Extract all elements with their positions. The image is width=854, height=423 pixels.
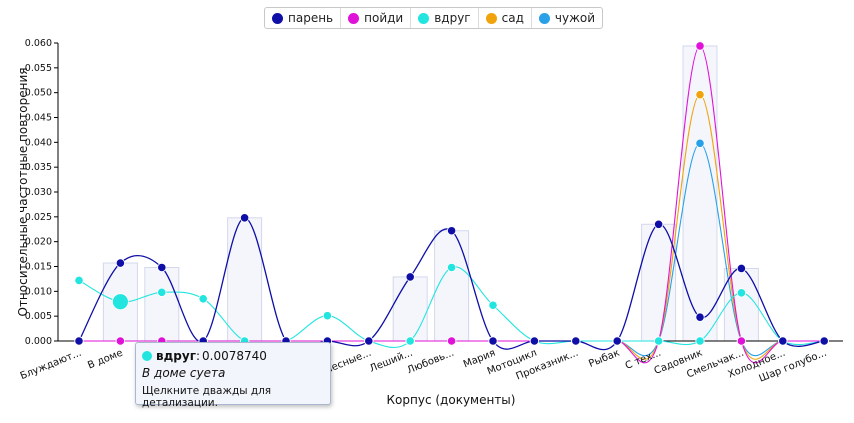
point-1-1[interactable] — [115, 336, 126, 346]
x-tick-label: Любовь... — [406, 348, 456, 377]
point-1-16[interactable] — [736, 336, 747, 346]
legend-swatch-icon — [348, 12, 360, 24]
legend-label: пойди — [364, 11, 404, 25]
legend: парень пойди вдруг сад чужой — [264, 7, 604, 29]
point-2-15[interactable] — [695, 336, 705, 346]
bar-14[interactable] — [641, 223, 677, 342]
point-4-15[interactable] — [695, 138, 705, 148]
legend-swatch-icon — [272, 12, 283, 24]
y-tick-label: 0.025 — [25, 212, 52, 223]
point-0-16[interactable] — [736, 263, 747, 274]
legend-swatch-icon — [485, 12, 497, 24]
legend-item-2[interactable]: вдруг — [410, 8, 477, 28]
point-2-1[interactable] — [112, 293, 129, 311]
legend-label: чужой — [554, 11, 596, 25]
legend-item-3[interactable]: сад — [477, 8, 531, 28]
point-0-11[interactable] — [529, 336, 540, 346]
point-0-2[interactable] — [157, 262, 167, 273]
tooltip-series-name: вдруг — [156, 349, 196, 363]
legend-label: вдруг — [434, 11, 471, 25]
tooltip-hint: Щелкните дважды для детализации. — [142, 385, 272, 409]
series-line-1 — [78, 45, 825, 364]
tooltip-value: 0.0078740 — [202, 349, 267, 363]
point-0-15[interactable] — [695, 312, 705, 322]
point-0-4[interactable] — [240, 213, 250, 223]
bar-8[interactable] — [392, 276, 428, 342]
legend-item-4[interactable]: чужой — [530, 8, 602, 28]
legend-label: сад — [501, 11, 524, 25]
point-2-9[interactable] — [446, 262, 457, 273]
tooltip-header: вдруг: 0.0078740 — [142, 349, 267, 363]
y-tick-label: 0.050 — [25, 88, 52, 99]
y-axis-label: Относительные частотные повторения — [16, 68, 30, 317]
legend-label: парень — [288, 11, 334, 25]
point-1-9[interactable] — [446, 336, 457, 346]
x-tick-label: Рыбак — [587, 348, 621, 370]
point-1-15[interactable] — [695, 41, 705, 51]
point-2-8[interactable] — [405, 336, 415, 346]
point-2-0[interactable] — [74, 275, 84, 286]
legend-item-0[interactable]: парень — [265, 8, 340, 28]
point-0-12[interactable] — [571, 336, 581, 346]
legend-swatch-icon — [538, 12, 550, 24]
tooltip-separator: : — [195, 349, 201, 363]
y-tick-label: 0.060 — [25, 38, 52, 49]
point-2-14[interactable] — [653, 336, 664, 346]
point-2-10[interactable] — [488, 300, 498, 310]
y-tick-label: 0.055 — [25, 63, 52, 74]
point-2-3[interactable] — [198, 294, 208, 304]
point-0-14[interactable] — [653, 219, 664, 229]
tooltip: вдруг: 0.0078740 В доме суета Щелкните д… — [135, 342, 331, 409]
point-0-8[interactable] — [405, 272, 415, 282]
point-0-0[interactable] — [74, 336, 84, 346]
bar-2[interactable] — [144, 266, 180, 342]
point-0-9[interactable] — [446, 226, 457, 236]
y-tick-label: 0.040 — [25, 137, 52, 148]
y-tick-label: 0.030 — [25, 187, 52, 198]
legend-item-1[interactable]: пойди — [340, 8, 410, 28]
y-tick-label: 0.005 — [25, 311, 52, 322]
legend-swatch-icon — [418, 12, 430, 24]
tooltip-document: В доме суета — [142, 366, 226, 380]
x-tick-label: В доме — [86, 348, 124, 372]
point-0-10[interactable] — [488, 336, 498, 346]
y-tick-label: 0.035 — [25, 162, 52, 173]
x-tick-label: Блуждают... — [19, 348, 83, 383]
point-0-7[interactable] — [364, 336, 374, 346]
bar-9[interactable] — [434, 230, 470, 342]
y-tick-label: 0.000 — [25, 336, 52, 347]
y-tick-label: 0.020 — [25, 237, 52, 248]
y-tick-label: 0.045 — [25, 113, 52, 124]
point-0-18[interactable] — [819, 336, 829, 346]
x-axis-label: Корпус (документы) — [387, 393, 516, 407]
bar-16[interactable] — [723, 267, 759, 342]
tooltip-series-dot-icon — [142, 351, 152, 361]
point-2-16[interactable] — [736, 288, 747, 298]
y-tick-label: 0.010 — [25, 286, 52, 297]
y-tick-label: 0.015 — [25, 262, 52, 273]
point-2-6[interactable] — [322, 311, 332, 321]
point-2-2[interactable] — [157, 287, 167, 297]
point-3-15[interactable] — [695, 90, 705, 100]
point-0-13[interactable] — [612, 336, 622, 346]
point-0-17[interactable] — [778, 336, 788, 346]
point-0-1[interactable] — [115, 258, 126, 268]
bar-4[interactable] — [227, 217, 263, 342]
